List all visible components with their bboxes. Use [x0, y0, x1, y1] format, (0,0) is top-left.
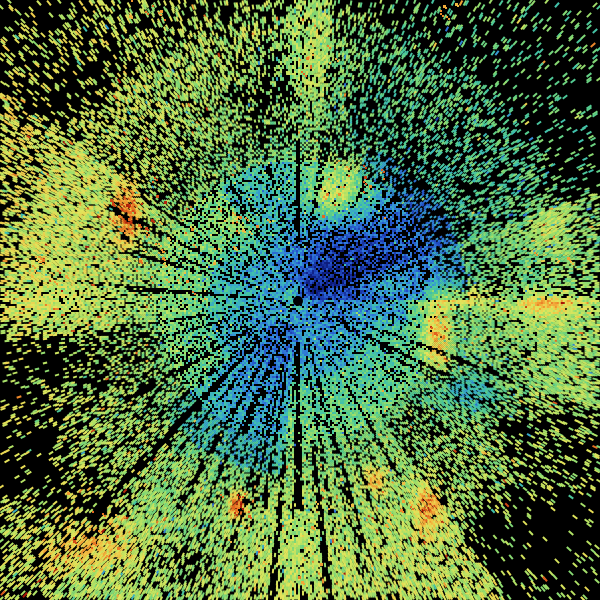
radial-scan-view	[0, 0, 600, 600]
radial-scan-canvas	[0, 0, 600, 600]
